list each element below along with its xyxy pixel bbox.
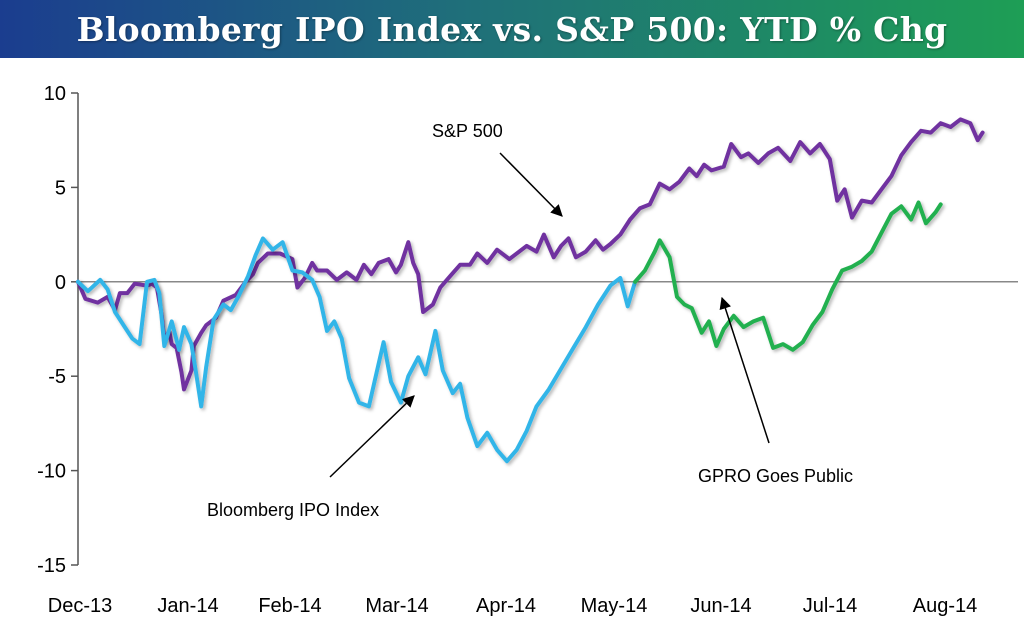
annotation-arrow bbox=[499, 152, 563, 217]
x-tick-label: Feb-14 bbox=[258, 595, 321, 617]
x-tick-label: Jul-14 bbox=[803, 595, 857, 617]
x-tick-label: Mar-14 bbox=[365, 595, 428, 617]
chart-title-bar: Bloomberg IPO Index vs. S&P 500: YTD % C… bbox=[0, 0, 1024, 58]
y-tick-label: -10 bbox=[37, 461, 66, 483]
chart-title: Bloomberg IPO Index vs. S&P 500: YTD % C… bbox=[76, 9, 948, 49]
chart-plot: 10 5 0 -5 -10 -15 Dec-13 Jan-14 Feb-14 Mar-14 Apr-… bbox=[37, 83, 1018, 617]
series-line-1 bbox=[76, 236, 638, 464]
x-tick-label: Jun-14 bbox=[690, 595, 751, 617]
annotation-label: S&P 500 bbox=[432, 121, 503, 141]
x-tick-label: Dec-13 bbox=[48, 595, 112, 617]
series-line-2 bbox=[633, 200, 943, 352]
x-tick-label: Apr-14 bbox=[476, 595, 536, 617]
y-tick-label: -5 bbox=[48, 366, 66, 388]
y-tick-label: 5 bbox=[55, 177, 66, 199]
x-tick-label: Jan-14 bbox=[157, 595, 218, 617]
x-tick-label: Aug-14 bbox=[913, 595, 978, 617]
y-tick-label: -15 bbox=[37, 555, 66, 577]
series-line-0 bbox=[76, 117, 985, 392]
annotation-label: GPRO Goes Public bbox=[698, 466, 853, 486]
x-tick-label: May-14 bbox=[581, 595, 648, 617]
y-tick-label: 0 bbox=[55, 272, 66, 294]
annotation-label: Bloomberg IPO Index bbox=[207, 500, 379, 520]
annotation-arrow bbox=[719, 296, 770, 444]
annotation-arrow bbox=[329, 395, 415, 478]
y-tick-label: 10 bbox=[44, 83, 66, 105]
